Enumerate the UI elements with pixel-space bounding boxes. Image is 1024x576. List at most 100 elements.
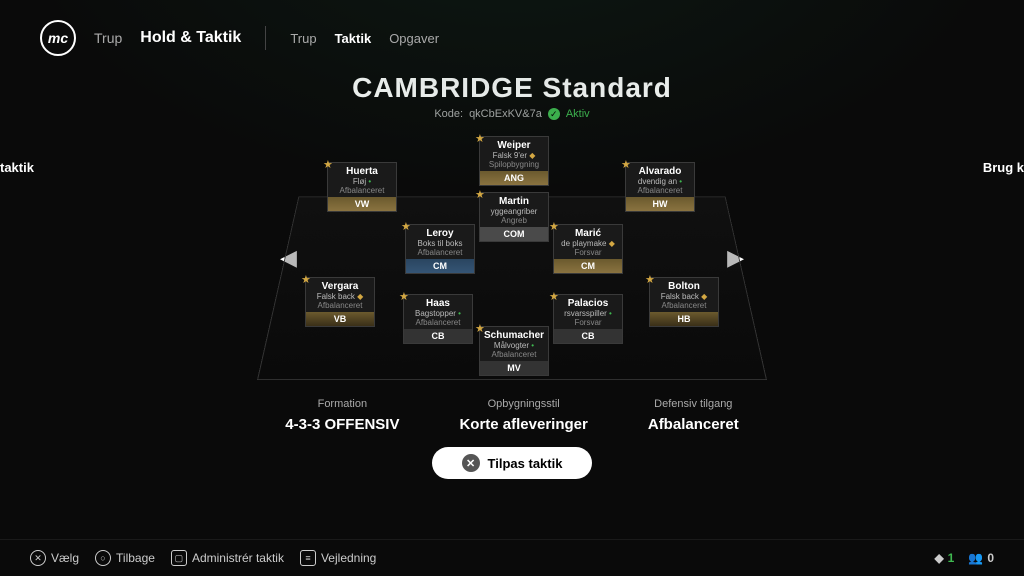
- player-card[interactable]: ★Martinyggeangriber AngrebCOM: [479, 192, 549, 242]
- footer-help-label: Vejledning: [321, 551, 376, 565]
- player-name: Marić: [558, 228, 618, 239]
- player-style: Forsvar: [558, 248, 618, 257]
- footer-back-label: Tilbage: [116, 551, 155, 565]
- star-icon: ★: [475, 132, 485, 145]
- player-role: yggeangriber: [484, 207, 544, 216]
- player-position: HB: [650, 312, 718, 326]
- buildup-value: Korte afleveringer: [459, 416, 587, 433]
- star-icon: ★: [301, 273, 311, 286]
- player-name: Vergara: [310, 281, 370, 292]
- logo: mc: [40, 20, 76, 56]
- star-icon: ★: [401, 220, 411, 233]
- player-card[interactable]: ★Alvaradodvendig an •AfbalanceretHW: [625, 162, 695, 212]
- subnav-taktik[interactable]: Taktik: [335, 31, 372, 46]
- star-icon: ★: [323, 158, 333, 171]
- footer-back[interactable]: ○ Tilbage: [95, 550, 155, 566]
- footer-manage[interactable]: ▢ Administrér taktik: [171, 550, 284, 566]
- player-role: dvendig an •: [630, 177, 690, 186]
- player-card[interactable]: ★HuertaFløj •AfbalanceretVW: [327, 162, 397, 212]
- player-role: de playmake ◆: [558, 239, 618, 248]
- star-icon: ★: [645, 273, 655, 286]
- star-icon: ★: [549, 220, 559, 233]
- player-position: CB: [554, 329, 622, 343]
- formation-value: 4-3-3 OFFENSIV: [285, 416, 399, 433]
- summary-formation: Formation 4-3-3 OFFENSIV: [285, 398, 399, 433]
- summary-defense: Defensiv tilgang Afbalanceret: [648, 398, 739, 433]
- star-icon: ★: [475, 322, 485, 335]
- buildup-label: Opbygningsstil: [459, 398, 587, 410]
- player-card[interactable]: ★SchumacherMålvogter •AfbalanceretMV: [479, 326, 549, 376]
- subnav-opgaver[interactable]: Opgaver: [389, 31, 439, 46]
- player-card[interactable]: ★Marićde playmake ◆ForsvarCM: [553, 224, 623, 274]
- player-position: ANG: [480, 171, 548, 185]
- square-button-icon: ▢: [171, 550, 187, 566]
- formation-label: Formation: [285, 398, 399, 410]
- player-position: VW: [328, 197, 396, 211]
- player-name: Huerta: [332, 166, 392, 177]
- defense-value: Afbalanceret: [648, 416, 739, 433]
- summary-row: Formation 4-3-3 OFFENSIV Opbygningsstil …: [0, 398, 1024, 433]
- side-label-left: taktik: [0, 160, 34, 175]
- player-name: Palacios: [558, 298, 618, 309]
- player-style: Afbalanceret: [410, 248, 470, 257]
- player-card[interactable]: ★LeroyBoks til boks AfbalanceretCM: [405, 224, 475, 274]
- player-position: MV: [480, 361, 548, 375]
- footer-select[interactable]: ✕ Vælg: [30, 550, 79, 566]
- nav-hold-taktik[interactable]: Hold & Taktik: [140, 29, 241, 47]
- player-role: Boks til boks: [410, 239, 470, 248]
- player-name: Martin: [484, 196, 544, 207]
- star-icon: ★: [475, 188, 485, 201]
- player-name: Schumacher: [484, 330, 544, 341]
- player-card[interactable]: ★BoltonFalsk back ◆AfbalanceretHB: [649, 277, 719, 327]
- title-area: CAMBRIDGE Standard Kode: qkCbExKV&7a ✓ A…: [0, 72, 1024, 120]
- code-value: qkCbExKV&7a: [469, 108, 542, 120]
- player-role: rsvarsspiller •: [558, 309, 618, 318]
- x-button-icon: ✕: [30, 550, 46, 566]
- player-position: CB: [404, 329, 472, 343]
- player-position: CM: [406, 259, 474, 273]
- nav-divider: [265, 26, 266, 50]
- pitch: ★WeiperFalsk 9'er ◆SpilopbygningANG★Huer…: [257, 132, 767, 380]
- player-card[interactable]: ★WeiperFalsk 9'er ◆SpilopbygningANG: [479, 136, 549, 186]
- player-style: Afbalanceret: [654, 301, 714, 310]
- player-position: VB: [306, 312, 374, 326]
- player-style: Angreb: [484, 216, 544, 225]
- code-line: Kode: qkCbExKV&7a ✓ Aktiv: [0, 108, 1024, 120]
- player-role: Bagstopper •: [408, 309, 468, 318]
- header: mc Trup Hold & Taktik Trup Taktik Opgave…: [0, 0, 1024, 66]
- player-style: Afbalanceret: [484, 350, 544, 359]
- star-icon: ★: [549, 290, 559, 303]
- player-role: Fløj •: [332, 177, 392, 186]
- stat2-value: 0: [987, 551, 994, 565]
- close-icon: ✕: [462, 454, 480, 472]
- footer-select-label: Vælg: [51, 551, 79, 565]
- player-position: COM: [480, 227, 548, 241]
- player-name: Haas: [408, 298, 468, 309]
- stat-shield: ◆ 1: [934, 551, 954, 565]
- tactic-title: CAMBRIDGE Standard: [0, 72, 1024, 104]
- player-style: Afbalanceret: [630, 186, 690, 195]
- player-card[interactable]: ★VergaraFalsk back ◆AfbalanceretVB: [305, 277, 375, 327]
- stat-users: 👥 0: [968, 551, 994, 565]
- code-label: Kode:: [434, 108, 463, 120]
- status-text: Aktiv: [566, 108, 590, 120]
- player-role: Falsk back ◆: [310, 292, 370, 301]
- player-card[interactable]: ★Palaciosrsvarsspiller •ForsvarCB: [553, 294, 623, 344]
- shield-icon: ◆: [934, 551, 943, 565]
- sub-nav: Trup Taktik Opgaver: [290, 31, 439, 46]
- player-card[interactable]: ★HaasBagstopper •AfbalanceretCB: [403, 294, 473, 344]
- star-icon: ★: [399, 290, 409, 303]
- summary-buildup: Opbygningsstil Korte afleveringer: [459, 398, 587, 433]
- player-name: Bolton: [654, 281, 714, 292]
- player-position: CM: [554, 259, 622, 273]
- subnav-trup[interactable]: Trup: [290, 31, 316, 46]
- footer-help[interactable]: ≡ Vejledning: [300, 550, 376, 566]
- footer: ✕ Vælg ○ Tilbage ▢ Administrér taktik ≡ …: [0, 539, 1024, 576]
- nav-trup[interactable]: Trup: [94, 30, 122, 46]
- player-name: Weiper: [484, 140, 544, 151]
- player-style: Afbalanceret: [332, 186, 392, 195]
- player-role: Falsk 9'er ◆: [484, 151, 544, 160]
- player-role: Målvogter •: [484, 341, 544, 350]
- player-position: HW: [626, 197, 694, 211]
- customize-button[interactable]: ✕ Tilpas taktik: [432, 447, 592, 479]
